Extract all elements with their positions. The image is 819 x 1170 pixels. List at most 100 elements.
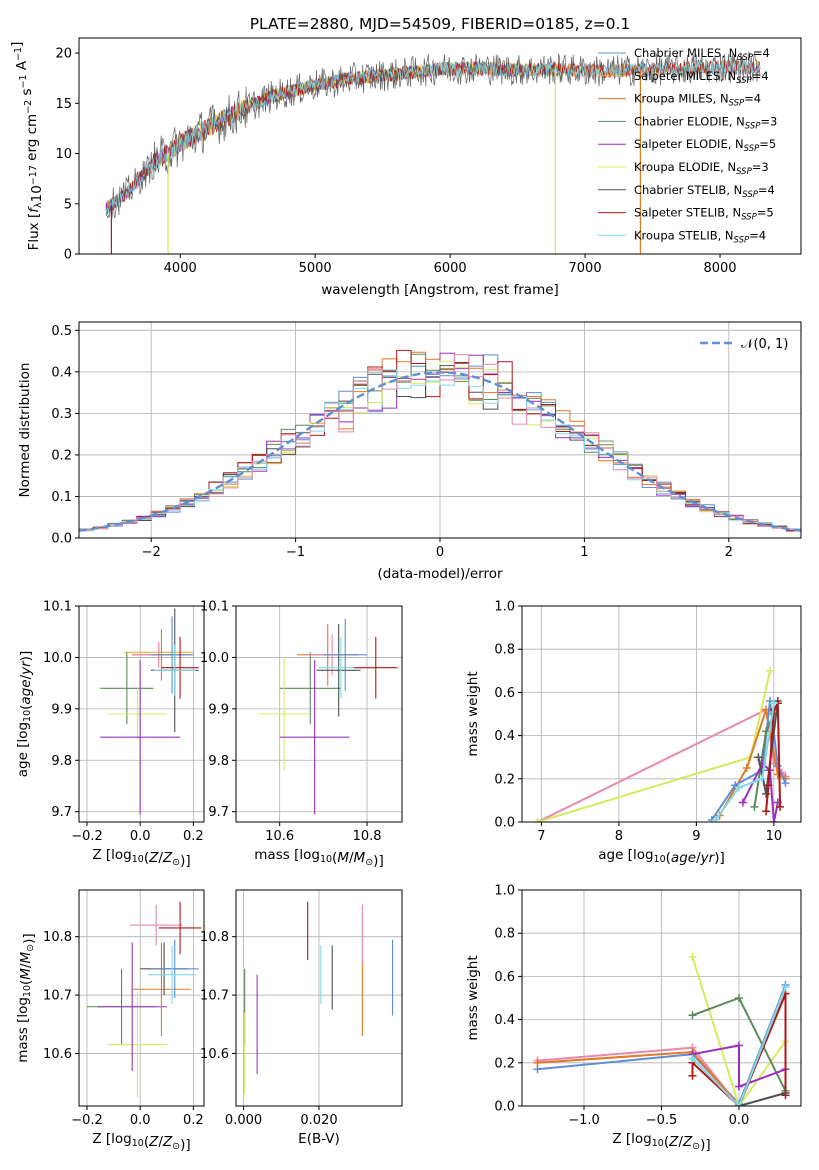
x-tick-label: 1 <box>580 545 588 560</box>
y-tick-label: 10.1 <box>43 600 72 615</box>
y-tick-label: 0.0 <box>494 1100 515 1115</box>
weight-marker <box>781 983 790 992</box>
y-axis-label: Normed distribution <box>17 363 33 498</box>
plot-area <box>244 901 394 1095</box>
spectrum-legend: Chabrier MILES, NSSP=4 Salpeter MILES, NS… <box>598 46 777 245</box>
x-tick-label: 0.020 <box>300 1113 337 1128</box>
x-tick-label: 0.0 <box>130 829 151 844</box>
weight-marker <box>688 1054 697 1063</box>
mass-vs-metallicity-panel: −0.2 0.0 0.2 10.6 10.7 10.8 Z [log10(Z/Z⊙)] mas… <box>15 889 205 1153</box>
x-tick-label: 7000 <box>569 261 602 276</box>
weight-line <box>691 986 787 1106</box>
y-tick-label: 10.6 <box>43 1047 72 1062</box>
y-tick-label: 10.8 <box>43 930 72 945</box>
plot-area <box>105 52 761 254</box>
weight-marker <box>742 764 751 772</box>
x-tick-label: 0.2 <box>183 1113 204 1128</box>
weight-marker <box>688 1071 697 1080</box>
axes: −0.2 0.0 0.2 9.7 9.8 9.9 10.0 10.1 <box>43 600 205 844</box>
weight-line <box>691 993 787 1106</box>
weight-marker <box>758 774 767 783</box>
legend-entry: Kroupa STELIB, NSSP=4 <box>634 228 766 245</box>
age-vs-metallicity-panel: −0.2 0.0 0.2 9.7 9.8 9.9 10.0 10.1 Z [log10(Z/Z⊙… <box>15 600 205 869</box>
x-tick-label: 10.6 <box>265 829 294 844</box>
weight-marker <box>750 802 759 811</box>
weight-marker <box>769 818 778 822</box>
y-tick-label: 9.9 <box>208 702 229 717</box>
y-axis-label: mass weight <box>465 671 481 756</box>
mass-vs-ebv-panel: 0.000 0.020 10.6 10.7 10.8 E(B-V) <box>200 889 403 1147</box>
x-axis-label: (data-model)/error <box>377 566 503 582</box>
y-tick-label: 10.6 <box>200 1047 229 1062</box>
y-axis-label: mass [log10(M/M⊙)] <box>15 933 37 1062</box>
x-tick-label: −0.2 <box>71 1113 103 1128</box>
x-tick-label: 0.0 <box>130 1113 151 1128</box>
weight-marker <box>711 815 720 822</box>
y-tick-label: 0.2 <box>494 1056 515 1071</box>
y-tick-label: 0.5 <box>51 324 72 339</box>
y-tick-label: 0.2 <box>51 448 72 463</box>
legend-entry-normal: 𝒩(0, 1) <box>741 337 788 352</box>
plot-area <box>79 349 801 538</box>
x-tick-label: 8 <box>615 829 623 844</box>
y-tick-label: 0.8 <box>494 927 515 942</box>
x-axis-label: Z [log10(Z/Z⊙)] <box>612 1131 710 1153</box>
x-tick-label: 0.000 <box>225 1113 262 1128</box>
y-tick-label: 9.9 <box>51 702 72 717</box>
plot-area <box>100 608 199 815</box>
y-tick-label: 0.0 <box>51 532 72 547</box>
grid-lines <box>79 890 204 1106</box>
y-tick-label: 9.7 <box>208 805 229 820</box>
weight-line <box>714 703 775 821</box>
x-tick-label: −2 <box>142 545 161 560</box>
axes-frame <box>78 37 802 255</box>
weight-marker <box>688 1011 697 1020</box>
axes: −1.0 −0.5 0.0 0.0 0.2 0.4 0.6 0.8 1.0 <box>494 884 802 1128</box>
y-axis-label: age [log10(age/yr)] <box>15 651 34 778</box>
weight-marker <box>781 779 790 788</box>
legend-entry: Kroupa ELODIE, NSSP=3 <box>634 160 769 177</box>
weight-marker <box>773 761 782 770</box>
y-tick-label: 10.7 <box>43 989 72 1004</box>
y-tick-label: 15 <box>55 97 72 112</box>
weight-marker <box>735 994 743 1002</box>
legend-entry: Salpeter STELIB, NSSP=5 <box>634 206 774 223</box>
x-axis-label: Z [log10(Z/Z⊙)] <box>92 1131 190 1153</box>
axes-frame <box>78 605 205 823</box>
weight-marker <box>762 807 771 816</box>
x-tick-label: 5000 <box>299 261 332 276</box>
axes: −0.2 0.0 0.2 10.6 10.7 10.8 <box>43 889 205 1128</box>
legend-entry: Salpeter ELODIE, NSSP=5 <box>634 137 776 154</box>
weight-line <box>537 670 771 822</box>
axes: 0.000 0.020 10.6 10.7 10.8 <box>200 889 403 1128</box>
y-axis-label: Flux [fλ10−17 erg cm−2 s−1 A−1] <box>9 42 45 251</box>
y-tick-label: 0 <box>64 248 72 263</box>
x-tick-label: 0.2 <box>183 829 204 844</box>
x-axis-label: age [log10(age/yr)] <box>598 847 725 866</box>
y-tick-label: 20 <box>55 47 72 62</box>
plot-area <box>533 952 790 1106</box>
legend-entry: Kroupa MILES, NSSP=4 <box>634 92 761 109</box>
axes-frame <box>521 605 802 823</box>
axes-frame <box>78 889 205 1107</box>
residuals-panel: −2 −1 0 1 2 0.0 0.1 0.2 0.3 0.4 0.5 𝒩(0, 1) (data-mo… <box>17 321 802 582</box>
y-tick-label: 0.4 <box>51 365 72 380</box>
y-tick-label: 10.0 <box>200 651 229 666</box>
weight-marker <box>735 1082 743 1091</box>
x-tick-label: 10 <box>766 829 783 844</box>
x-tick-label: −0.5 <box>646 1113 678 1128</box>
plot-area <box>257 618 398 815</box>
weight-marker <box>738 798 747 807</box>
legend-entry: Salpeter MILES, NSSP=4 <box>634 69 769 86</box>
y-tick-label: 9.8 <box>51 754 72 769</box>
x-tick-label: 0.0 <box>729 1113 750 1128</box>
spectrum-panel: 4000 5000 6000 7000 8000 0 5 10 15 20 Flux [fλ10−1… <box>9 37 802 298</box>
x-axis-label: Z [log10(Z/Z⊙)] <box>92 847 190 869</box>
weight-vs-metallicity-panel: −1.0 −0.5 0.0 0.0 0.2 0.4 0.6 0.8 1.0 Z [log10(Z/… <box>465 884 802 1153</box>
weight-marker <box>766 666 774 675</box>
y-tick-label: 10.0 <box>43 651 72 666</box>
y-tick-label: 0.4 <box>494 729 515 744</box>
y-tick-label: 9.8 <box>208 754 229 769</box>
y-tick-label: 0.0 <box>494 816 515 831</box>
